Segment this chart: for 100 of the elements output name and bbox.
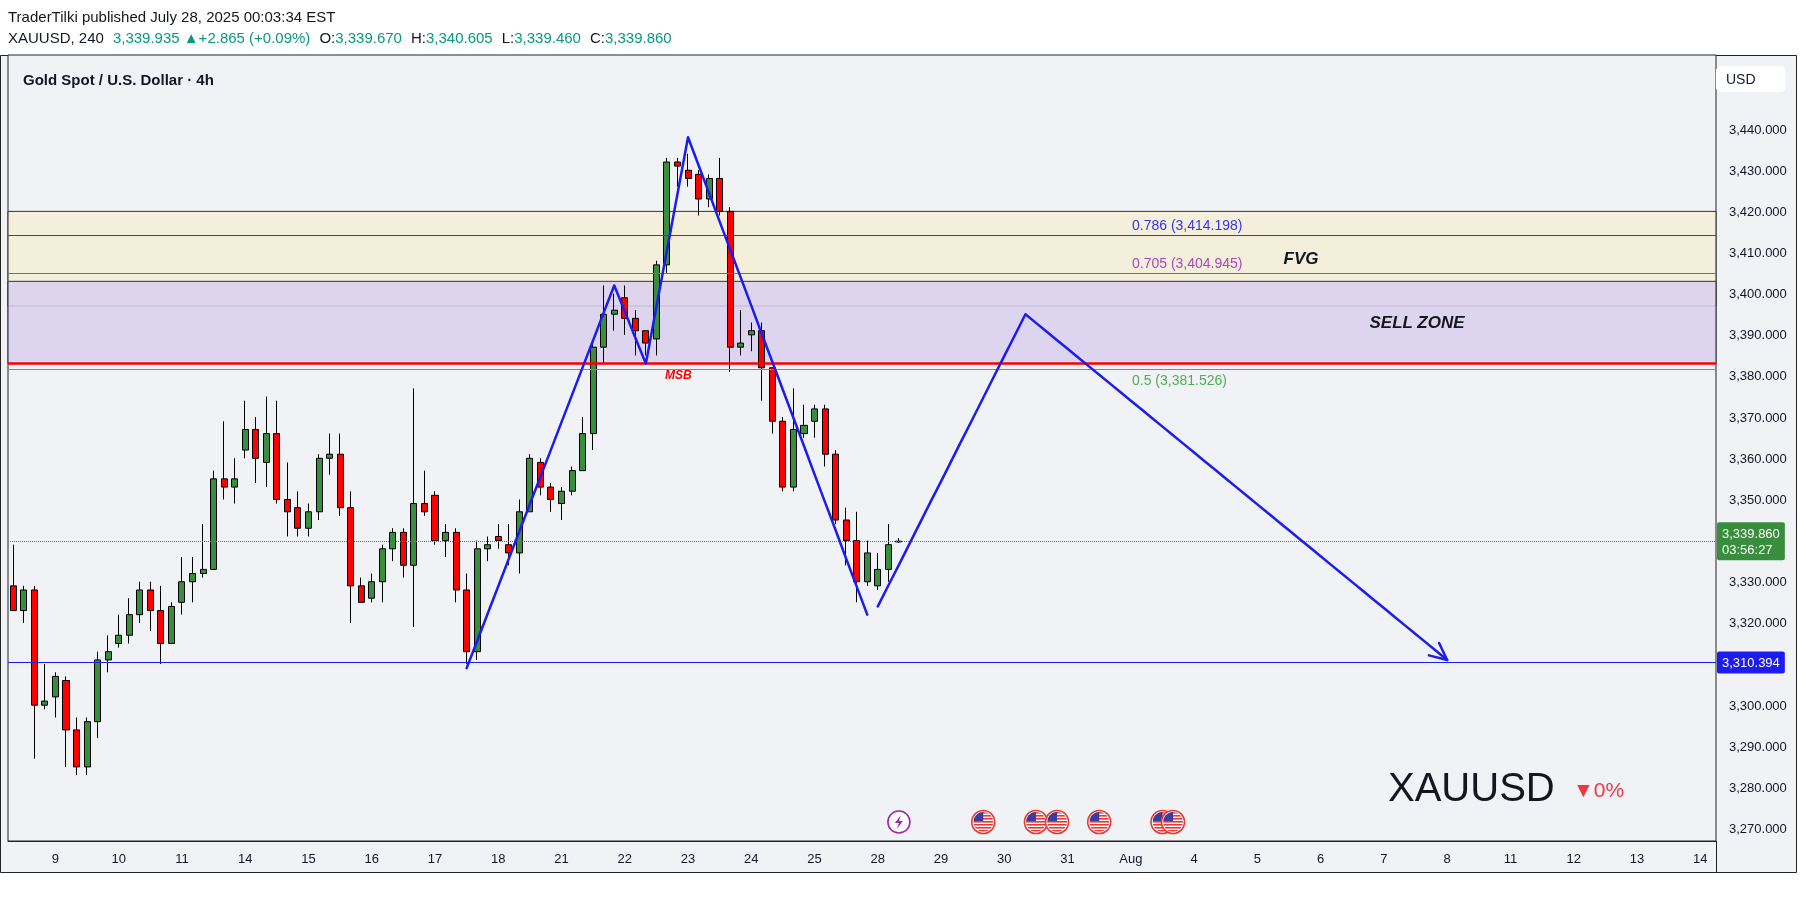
candlestick — [642, 330, 649, 356]
candlestick — [178, 556, 185, 616]
candlestick — [400, 527, 407, 579]
ref-line-label: 3,310.394 — [1722, 654, 1780, 670]
candlestick — [547, 482, 554, 513]
candlestick — [800, 404, 808, 439]
candlestick — [126, 597, 133, 644]
y-tick-label: 3,410.000 — [1729, 245, 1787, 261]
x-tick-label: 23 — [680, 851, 696, 866]
y-tick-label: 3,300.000 — [1729, 697, 1787, 713]
candlestick — [853, 511, 860, 603]
candlestick — [168, 601, 175, 644]
candlestick — [769, 367, 776, 435]
candlestick — [105, 634, 112, 673]
x-tick-label: 15 — [301, 851, 316, 866]
candlestick — [569, 466, 576, 496]
candlestick — [611, 293, 618, 332]
annotation: ▼0% — [1573, 778, 1625, 801]
x-tick-label: 14 — [237, 851, 253, 866]
x-tick-label: 4 — [1190, 851, 1198, 866]
candlestick — [305, 503, 312, 537]
x-tick-label: 14 — [1692, 851, 1708, 866]
candlestick — [326, 433, 333, 476]
x-tick-label: 24 — [744, 851, 759, 866]
ref-line-label: 0.786 (3,414.198) — [1132, 217, 1243, 234]
candlestick — [20, 585, 27, 624]
y-tick-label: 3,400.000 — [1729, 286, 1787, 302]
candlestick — [421, 470, 428, 517]
candlestick — [579, 416, 586, 472]
x-tick-label: 25 — [807, 851, 822, 866]
x-tick-label: 29 — [933, 851, 949, 866]
candlestick — [695, 169, 702, 216]
x-tick-label: 31 — [1060, 851, 1075, 866]
candlestick — [632, 309, 639, 356]
x-tick-label: 8 — [1443, 851, 1451, 866]
candlestick — [231, 457, 238, 505]
candlestick — [737, 309, 744, 356]
candlestick — [600, 284, 607, 365]
candlestick — [463, 573, 470, 665]
candlestick — [358, 577, 365, 603]
y-tick-label: 3,360.000 — [1729, 450, 1787, 466]
candlestick — [590, 342, 597, 451]
candlestick — [337, 433, 344, 517]
candlestick — [284, 461, 291, 537]
y-tick-label: 3,280.000 — [1729, 780, 1787, 795]
x-tick-label: 11 — [175, 851, 189, 866]
y-tick-label: 3,370.000 — [1729, 409, 1787, 425]
x-tick-label: 30 — [997, 851, 1012, 866]
y-tick-label: 3,420.000 — [1729, 203, 1787, 219]
y-axis-title: USD — [1726, 71, 1756, 87]
text: 3,339.935 ▲+2.865 (+0.09%) — [112, 29, 311, 46]
candlestick — [41, 663, 48, 710]
candlestick — [31, 585, 38, 760]
candlestick — [52, 671, 59, 719]
candlestick — [147, 581, 154, 632]
text: L:3,339.460 — [501, 29, 581, 46]
candlestick — [822, 404, 829, 468]
x-tick-label: 18 — [491, 851, 506, 866]
y-tick-label: 3,330.000 — [1729, 574, 1787, 590]
y-tick-label: 3,390.000 — [1729, 327, 1787, 343]
ref-line-label: MSB — [665, 367, 692, 382]
candlestick — [273, 400, 280, 505]
band-label: FVG — [1283, 249, 1319, 269]
text: O:3,339.670 — [319, 29, 402, 46]
text: Gold Spot / U.S. Dollar · 4h — [23, 71, 214, 88]
candlestick — [431, 490, 439, 546]
text: H:3,340.605 — [410, 29, 493, 46]
candlestick — [347, 490, 354, 624]
x-tick-label: 13 — [1629, 851, 1645, 866]
candlestick — [674, 157, 681, 188]
candlestick — [62, 675, 70, 768]
candlestick — [748, 321, 755, 352]
y-tick-label: 3,270.000 — [1729, 821, 1787, 837]
y-tick-label: 3,320.000 — [1729, 615, 1787, 631]
x-tick-label: 5 — [1253, 851, 1261, 866]
candlestick — [811, 404, 818, 439]
candlestick — [716, 157, 723, 216]
x-tick-label: 16 — [364, 851, 379, 866]
annotation: XAUUSD — [1388, 765, 1555, 809]
candlestick — [242, 400, 249, 459]
candlestick — [73, 717, 80, 776]
candlestick — [94, 651, 101, 739]
ref-line-label: 0.5 (3,381.526) — [1132, 371, 1227, 388]
candlestick — [685, 153, 692, 188]
candlestick — [558, 486, 565, 521]
x-tick-label: 6 — [1317, 851, 1325, 866]
candlestick — [495, 523, 502, 550]
candlestick — [84, 717, 91, 776]
x-tick-label: 12 — [1566, 851, 1581, 866]
y-tick-label: 3,350.000 — [1729, 491, 1787, 507]
x-tick-label: 22 — [617, 851, 633, 866]
candlestick — [368, 573, 375, 603]
ref-line-label: 3,339.860 03:56:27 — [1722, 525, 1780, 557]
candlestick — [379, 544, 386, 603]
candlestick — [252, 416, 259, 484]
candlestick — [294, 490, 301, 537]
candlestick — [453, 527, 460, 603]
candlestick — [316, 453, 323, 521]
candlestick — [843, 507, 850, 566]
candlestick — [157, 585, 164, 665]
